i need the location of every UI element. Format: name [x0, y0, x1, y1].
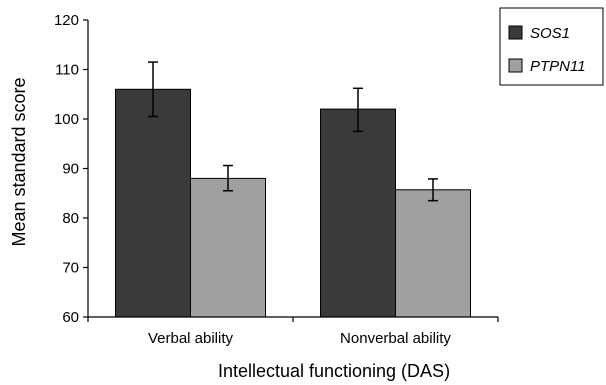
x-tick-label: Verbal ability — [148, 330, 234, 347]
x-axis-title: Intellectual functioning (DAS) — [218, 361, 450, 381]
error-bars-group — [148, 61, 438, 202]
error-bar-ptpn11-2 — [428, 178, 438, 202]
bar-sos1-2 — [320, 108, 396, 318]
error-bar-sos1-2 — [353, 87, 363, 133]
y-tick-label: 70 — [62, 260, 79, 277]
legend: SOS1 PTPN11 — [499, 7, 604, 86]
error-bar-sos1-1 — [148, 61, 158, 118]
y-tick-label: 80 — [62, 210, 79, 227]
bar-ptpn11-2 — [395, 189, 471, 318]
bar-ptpn11-1 — [190, 177, 266, 318]
error-bar-ptpn11-1 — [223, 164, 233, 192]
y-tick-label: 100 — [54, 111, 79, 128]
legend-label-ptpn11: PTPN11 — [530, 58, 586, 75]
y-tick-label: 120 — [54, 12, 79, 29]
bar-sos1-1 — [115, 88, 191, 318]
y-tick-label: 60 — [62, 309, 79, 326]
legend-label-sos1: SOS1 — [530, 25, 570, 42]
y-tick-label: 110 — [55, 62, 79, 79]
x-axis: Verbal ability Nonverbal ability — [87, 316, 499, 347]
y-axis-title: Mean standard score — [9, 77, 29, 246]
legend-swatch-sos1 — [508, 25, 523, 40]
x-tick-label: Nonverbal ability — [340, 330, 451, 347]
y-tick-label: 90 — [62, 161, 79, 178]
bars-group — [115, 88, 471, 318]
legend-swatch-ptpn11 — [508, 58, 523, 73]
y-axis: 60 70 80 90 100 110 120 — [54, 12, 89, 326]
